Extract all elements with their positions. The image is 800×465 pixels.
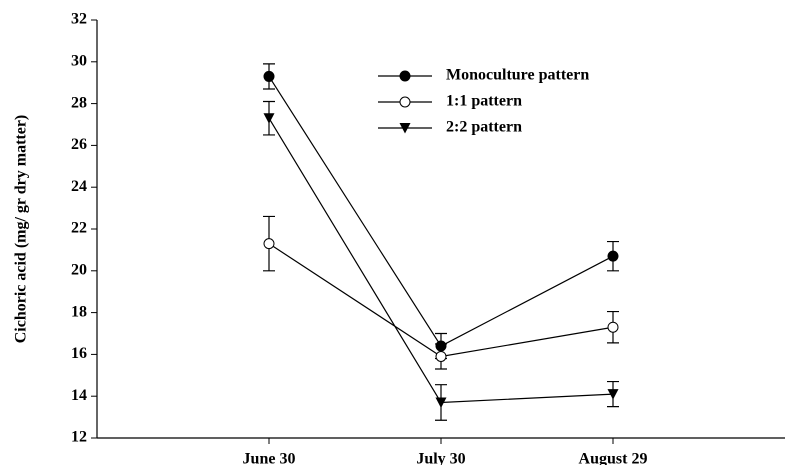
legend-label: Monoculture pattern <box>446 67 589 84</box>
data-point <box>435 350 447 362</box>
legend-label: 2:2 pattern <box>446 119 522 136</box>
data-point <box>607 250 619 262</box>
legend-marker <box>399 96 411 108</box>
y-tick-label: 32 <box>71 11 87 28</box>
y-tick-label: 12 <box>71 429 87 446</box>
y-tick-label: 14 <box>71 387 87 404</box>
data-point <box>435 397 447 408</box>
legend-label: 1:1 pattern <box>446 93 522 110</box>
legend-marker <box>399 123 411 134</box>
y-tick-label: 28 <box>71 94 87 111</box>
y-tick-label: 18 <box>71 303 87 320</box>
data-point <box>263 238 275 250</box>
y-tick-label: 30 <box>71 52 87 69</box>
x-tick-label: July 30 <box>416 451 465 465</box>
data-point <box>607 321 619 333</box>
x-tick-label: June 30 <box>243 451 296 465</box>
data-point <box>263 70 275 82</box>
data-point <box>263 113 275 124</box>
y-axis-label: Cichoric acid (mg/ gr dry matter) <box>13 115 30 344</box>
legend-marker <box>399 70 411 82</box>
data-point <box>607 389 619 400</box>
y-tick-label: 22 <box>71 220 87 237</box>
y-tick-label: 24 <box>71 178 87 195</box>
y-tick-label: 26 <box>71 136 87 153</box>
y-tick-label: 20 <box>71 261 87 278</box>
series-line <box>268 76 614 347</box>
x-tick-label: August 29 <box>579 451 648 465</box>
y-tick-label: 16 <box>71 345 87 362</box>
